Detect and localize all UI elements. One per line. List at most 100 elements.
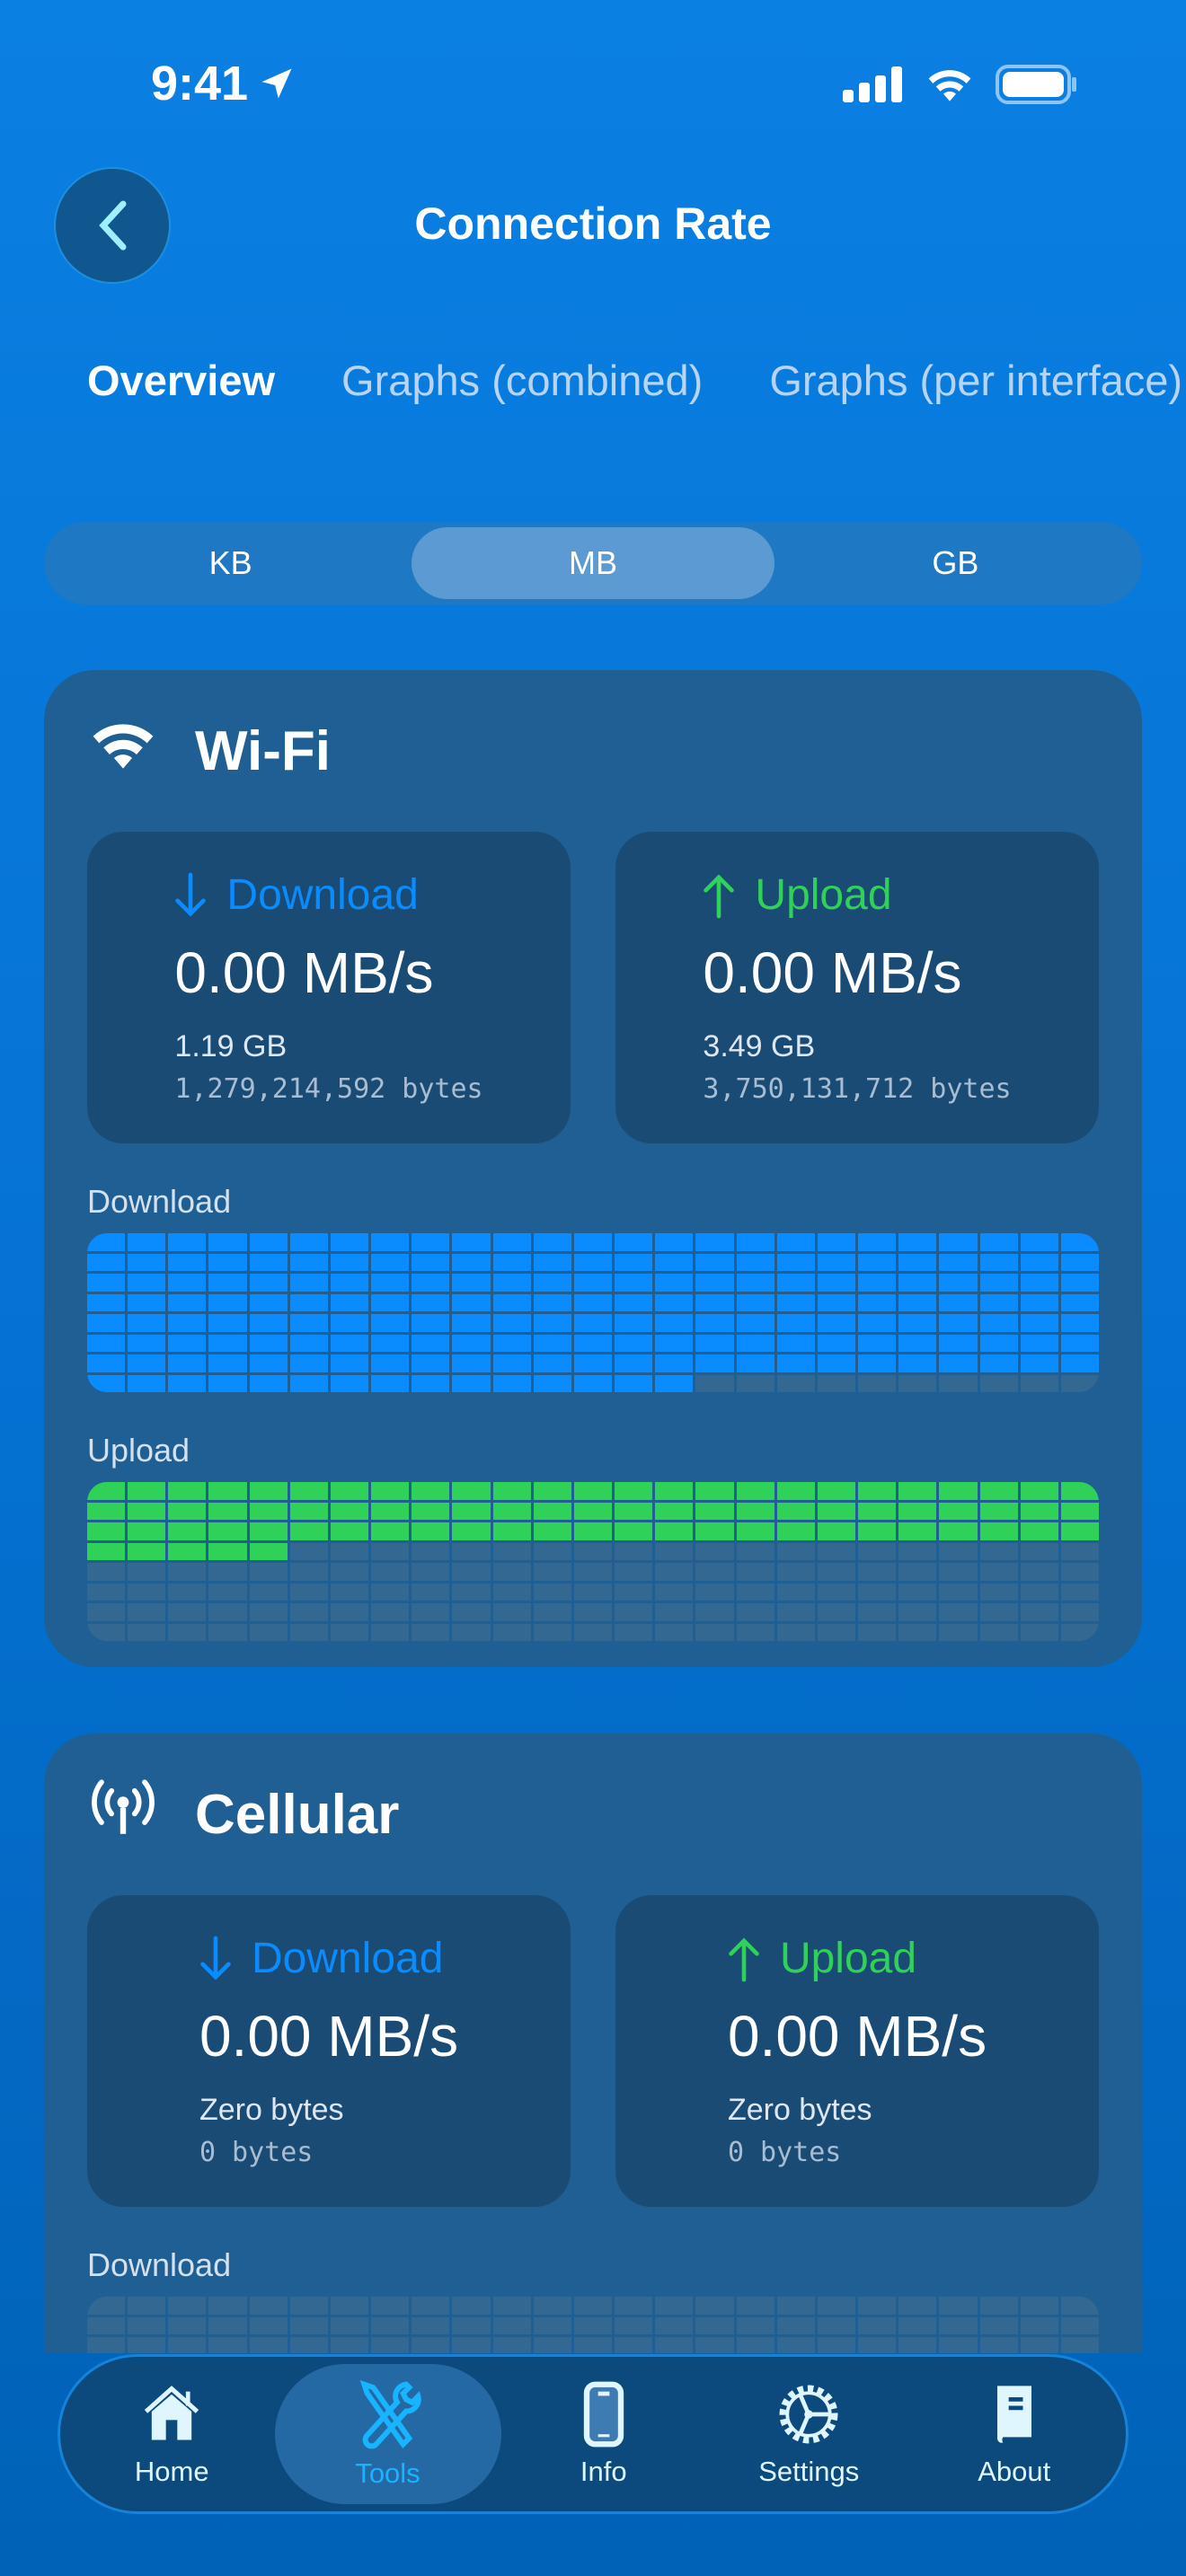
- download-label-text: Download: [251, 1935, 444, 1982]
- tab-graphs-combined[interactable]: Graphs (combined): [341, 357, 704, 404]
- tabbar-tools[interactable]: Tools: [274, 2364, 501, 2504]
- upload-grid-cell: [655, 1482, 694, 1500]
- upload-grid-cell: [412, 1603, 450, 1621]
- tabbar-settings[interactable]: Settings: [706, 2364, 912, 2504]
- download-grid-cell: [898, 1374, 937, 1392]
- download-grid-cell: [858, 1314, 897, 1332]
- upload-grid-cell: [939, 1542, 978, 1560]
- download-usage-grid: [87, 1233, 1099, 1392]
- upload-grid-cell: [1020, 1502, 1058, 1520]
- upload-grid-cell: [1060, 1482, 1099, 1500]
- tabbar-label: About: [978, 2456, 1051, 2487]
- unit-mb[interactable]: MB: [412, 527, 774, 599]
- upload-grid-cell: [1020, 1603, 1058, 1621]
- download-grid-cell: [898, 2337, 937, 2353]
- upload-grid-cell: [289, 1482, 328, 1500]
- upload-grid-cell: [249, 1563, 288, 1581]
- download-grid-cell: [1020, 1374, 1058, 1392]
- upload-grid-cell: [208, 1623, 247, 1641]
- download-grid-cell: [412, 1293, 450, 1311]
- download-grid-cell: [655, 1354, 694, 1372]
- download-grid-cell: [249, 1314, 288, 1332]
- upload-grid-cell: [858, 1522, 897, 1540]
- upload-grid-cell: [573, 1542, 613, 1560]
- download-grid-cell: [249, 2297, 288, 2315]
- download-grid-cell: [533, 1374, 571, 1392]
- arrow-down-icon: [200, 1936, 231, 1980]
- download-grid-cell: [289, 1274, 328, 1292]
- download-grid-cell: [615, 1293, 653, 1311]
- download-grid-cell: [330, 1354, 369, 1372]
- phone-icon: [583, 2381, 624, 2448]
- upload-grid-cell: [655, 1502, 694, 1520]
- unit-gb[interactable]: GB: [932, 544, 979, 581]
- tab-overview[interactable]: Overview: [87, 357, 276, 404]
- download-grid-cell: [858, 2337, 897, 2353]
- download-grid-cell: [249, 1354, 288, 1372]
- download-grid-cell: [87, 2316, 126, 2334]
- download-grid-cell: [979, 1274, 1018, 1292]
- download-grid-cell: [573, 1314, 613, 1332]
- download-grid-cell: [858, 1274, 897, 1292]
- download-grid-cell: [858, 1253, 897, 1271]
- tabbar-info[interactable]: Info: [501, 2364, 707, 2504]
- tabbar-about[interactable]: About: [912, 2364, 1118, 2504]
- download-grid-cell: [249, 2337, 288, 2353]
- scroll-content[interactable]: 9:41 Connection Rate Overview Graphs (co…: [0, 0, 1186, 2353]
- download-grid-cell: [817, 1293, 856, 1311]
- arrow-down-icon: [175, 872, 207, 916]
- upload-grid-cell: [168, 1522, 207, 1540]
- download-label: Download: [199, 1934, 458, 1983]
- download-grid-cell: [289, 1354, 328, 1372]
- upload-grid-cell: [371, 1542, 410, 1560]
- download-grid-cell: [492, 1314, 531, 1332]
- upload-grid-cell: [208, 1542, 247, 1560]
- chevron-left-icon: [99, 200, 127, 251]
- upload-usage-grid: [87, 1482, 1099, 1641]
- download-grid-cell: [533, 2337, 571, 2353]
- tab-graphs-per-interface[interactable]: Graphs (per interface): [769, 357, 1183, 404]
- download-grid-cell: [858, 1354, 897, 1372]
- upload-grid-cell: [695, 1542, 734, 1560]
- download-grid-cell: [858, 1293, 897, 1311]
- back-button[interactable]: [54, 167, 171, 284]
- download-grid-cell: [817, 2297, 856, 2315]
- download-grid-cell: [858, 1334, 897, 1352]
- upload-grid-cell: [492, 1583, 531, 1601]
- upload-grid-cell: [736, 1623, 774, 1641]
- download-grid-cell: [939, 2297, 978, 2315]
- download-grid-cell: [979, 1314, 1018, 1332]
- download-rate: 0.00 MB/s: [199, 2004, 459, 2069]
- download-grid-cell: [979, 1233, 1018, 1251]
- download-grid-cell: [817, 1354, 856, 1372]
- download-grid-cell: [249, 2316, 288, 2334]
- card-header: Wi-Fi: [87, 670, 1099, 832]
- download-total: 1.19 GB: [174, 1029, 288, 1063]
- download-grid-cell: [533, 1314, 571, 1332]
- download-grid-cell: [87, 2337, 126, 2353]
- download-grid-cell: [655, 1233, 694, 1251]
- download-grid-cell: [858, 2297, 897, 2315]
- upload-grid-cell: [533, 1482, 571, 1500]
- download-grid-cell: [1020, 1274, 1058, 1292]
- unit-kb[interactable]: KB: [208, 544, 252, 581]
- download-grid-cell: [412, 2316, 450, 2334]
- upload-grid-cell: [128, 1482, 166, 1500]
- download-grid-cell: [87, 1374, 126, 1392]
- upload-graph-label: Upload: [87, 1432, 190, 1469]
- upload-grid-cell: [979, 1563, 1018, 1581]
- download-grid-cell: [168, 1314, 207, 1332]
- download-grid-cell: [330, 1253, 369, 1271]
- upload-grid-cell: [776, 1542, 815, 1560]
- cellular-card: Cellular Download 0.00 MB/s Zero bytes 0…: [44, 1734, 1142, 2353]
- upload-grid-cell: [817, 1522, 856, 1540]
- upload-grid-cell: [452, 1522, 491, 1540]
- upload-grid-cell: [492, 1522, 531, 1540]
- download-grid-cell: [939, 1314, 978, 1332]
- download-grid-cell: [128, 2297, 166, 2315]
- download-grid-cell: [1060, 2297, 1099, 2315]
- book-icon: [996, 2386, 1031, 2443]
- upload-grid-cell: [1020, 1522, 1058, 1540]
- download-grid-cell: [289, 2297, 328, 2315]
- tabbar-home[interactable]: Home: [69, 2364, 275, 2504]
